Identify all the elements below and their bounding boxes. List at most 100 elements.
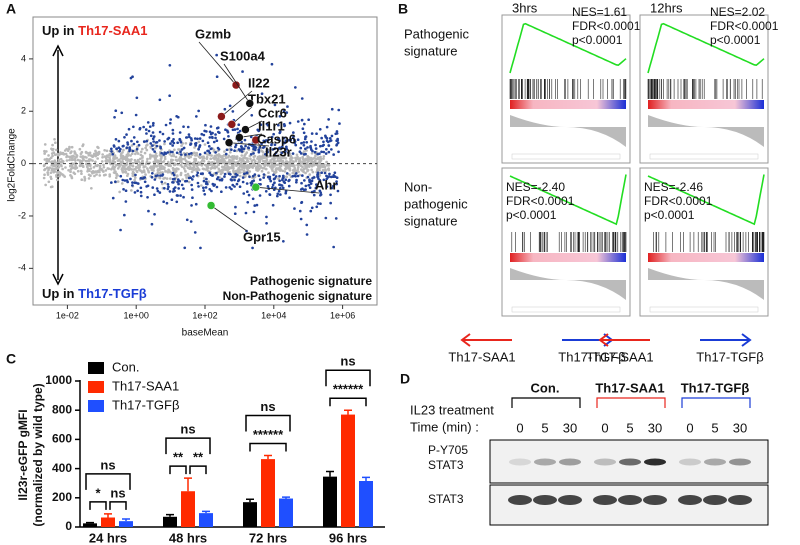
direction-arrow: [598, 333, 650, 347]
legend-strip: [511, 306, 621, 313]
significance-label: ******: [253, 427, 284, 442]
time-point: 0: [601, 420, 608, 435]
direction-arrow: [700, 333, 752, 347]
rank-gradient: [648, 253, 764, 262]
leader-line: [229, 142, 270, 147]
blot-band: [508, 495, 532, 505]
gene-point: [231, 80, 241, 90]
bar: [359, 481, 373, 527]
time-point: 30: [563, 420, 577, 435]
bar: [261, 459, 275, 527]
error-bar: [246, 498, 254, 503]
hit-barcode: [511, 232, 627, 252]
error-bar: [344, 409, 352, 415]
gene-label: Gzmb: [195, 26, 231, 41]
gene-point: [235, 133, 244, 142]
gsea-frame: [501, 167, 631, 317]
blot-band: [729, 458, 751, 466]
group-bracket: [681, 397, 751, 408]
gene-label: Ahr: [315, 177, 337, 192]
blot-band: [509, 458, 531, 466]
legend-entry: Non-Pathogenic signature: [223, 289, 373, 303]
gene-point: [251, 135, 261, 145]
panel-letter: B: [398, 1, 408, 17]
blot-band: [704, 458, 726, 466]
gsea-stat: FDR<0.0001: [710, 19, 779, 33]
up-label: Up in Th17-SAA1: [42, 23, 147, 38]
leader-line: [231, 106, 253, 125]
gene-point: [224, 138, 234, 147]
bar: [199, 513, 213, 527]
significance-label: ns: [340, 354, 355, 369]
error-bar: [282, 496, 290, 499]
significance-bracket: [325, 369, 371, 387]
gsea-stat: FDR<0.0001: [506, 194, 575, 208]
legend-entry: Th17-TGFβ: [112, 397, 179, 412]
gsea-stat: p<0.0001: [506, 208, 557, 222]
direction-label: Th17-TGFβ: [558, 349, 625, 364]
blot-band: [558, 495, 582, 505]
y-tick-label: 0: [65, 519, 72, 533]
ranked-metric: [648, 115, 764, 147]
blot-band: [678, 495, 702, 505]
blot-band: [594, 458, 616, 466]
gene-label: Il22: [248, 75, 270, 90]
gsea-stat: NES=-2.40: [506, 180, 565, 194]
group-label: Th17-SAA1: [595, 380, 664, 395]
hit-barcode: [653, 232, 765, 252]
ranked-metric: [510, 115, 626, 147]
up-prefix: Up in: [42, 23, 75, 38]
group-bracket: [511, 397, 581, 408]
direction-arrow: [460, 333, 512, 347]
bar: [181, 491, 195, 527]
gene-point: [217, 112, 226, 121]
error-bar: [362, 476, 370, 482]
blot-band: [593, 495, 617, 505]
gene-label: Casp6: [257, 131, 296, 146]
background-points: [42, 138, 331, 194]
significance-label: ns: [180, 422, 195, 437]
group-label: Th17-TGFβ: [681, 380, 750, 395]
arrowhead: [52, 44, 64, 286]
rank-gradient: [648, 100, 764, 109]
gsea-stat: p<0.0001: [644, 208, 695, 222]
legend-entry: Con.: [112, 359, 139, 374]
x-tick-label: 1e-02: [56, 310, 79, 320]
time-point: 30: [648, 420, 662, 435]
bar: [101, 517, 115, 527]
ranked-metric: [648, 268, 764, 300]
time-point: 5: [541, 420, 548, 435]
bar: [163, 516, 177, 527]
gene-label: Gpr15: [243, 229, 281, 244]
blot-frame: [489, 484, 769, 526]
direction-label: Th17-SAA1: [448, 349, 515, 364]
signature-label: Pathogenic: [404, 26, 470, 41]
time-label: 3hrs: [512, 0, 538, 15]
leader-line: [221, 90, 253, 117]
gsea-stat: NES=2.02: [710, 5, 765, 19]
legend-entry: Th17-SAA1: [112, 378, 179, 393]
time-label: Time (min) :: [410, 419, 479, 434]
y-tick-label: -4: [18, 263, 26, 273]
time-label: 12hrs: [650, 0, 683, 15]
x-axis-label: baseMean: [182, 328, 229, 339]
x-tick-label: 72 hrs: [249, 530, 287, 545]
signature-label: signature: [404, 213, 457, 228]
significance-bracket: [329, 397, 367, 407]
error-bar: [202, 510, 210, 514]
y-tick-label: 600: [52, 432, 72, 446]
signature-label: signature: [404, 43, 457, 58]
x-tick-label: 1e+00: [124, 310, 149, 320]
time-point: 0: [516, 420, 523, 435]
down-label: Up in Th17-TGFβ: [42, 286, 147, 301]
gene-point: [245, 99, 255, 108]
error-bar: [166, 513, 174, 517]
panel-letter: D: [400, 371, 410, 387]
leader-line: [210, 205, 248, 232]
gsea-stat: p<0.0001: [710, 33, 761, 47]
x-tick-label: 1e+06: [330, 310, 355, 320]
gsea-stat: FDR<0.0001: [572, 19, 641, 33]
rank-gradient: [510, 253, 626, 262]
gsea-stat: p<0.0001: [572, 33, 623, 47]
